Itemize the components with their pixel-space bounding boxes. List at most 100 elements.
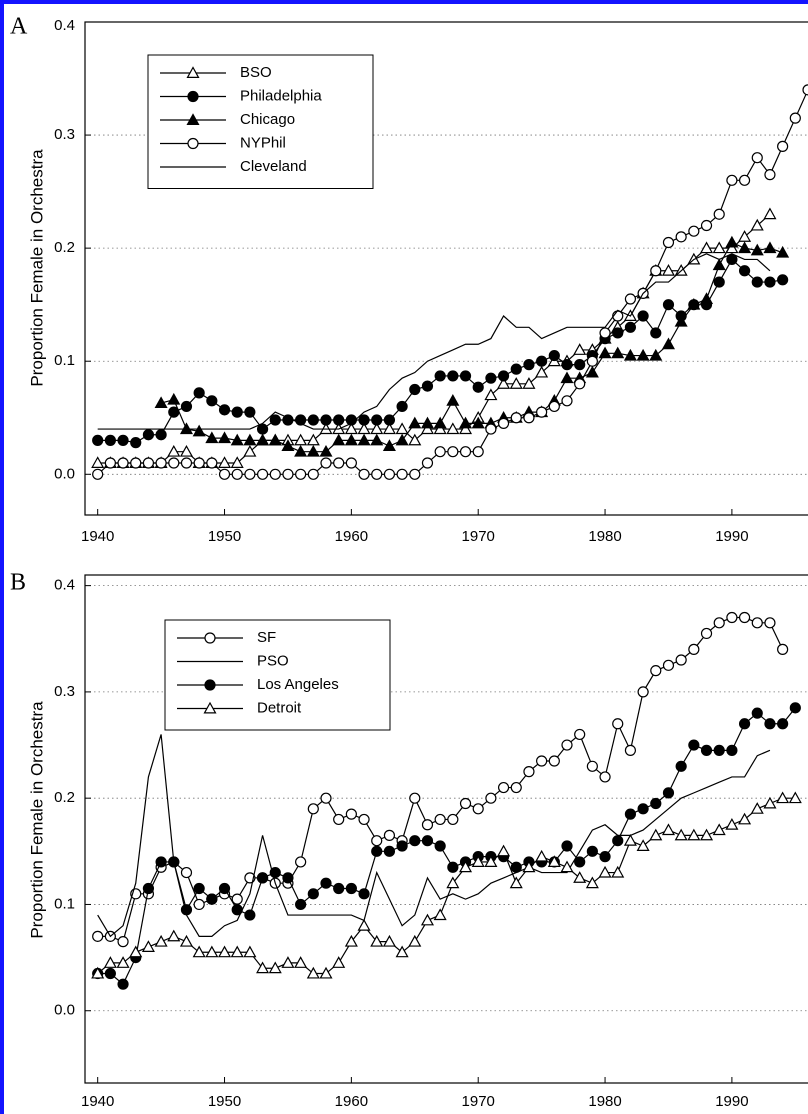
x-tick-label: 1990: [715, 528, 748, 545]
marker: [776, 245, 790, 258]
marker: [650, 327, 662, 339]
marker: [573, 871, 587, 883]
marker: [421, 380, 434, 392]
marker: [117, 978, 129, 990]
marker: [751, 617, 763, 629]
marker: [459, 797, 472, 810]
marker: [117, 434, 129, 446]
marker: [434, 370, 446, 382]
marker: [103, 956, 117, 968]
marker: [674, 828, 688, 841]
marker: [560, 860, 574, 873]
x-tick-label: 1940: [81, 1093, 114, 1110]
y-tick-label: 0.1: [54, 352, 75, 369]
marker: [433, 908, 447, 921]
marker: [522, 377, 536, 389]
marker: [738, 174, 751, 186]
legend-label: Detroit: [257, 699, 302, 716]
marker: [777, 274, 789, 286]
marker: [738, 812, 752, 825]
marker: [447, 813, 459, 826]
marker: [256, 872, 269, 884]
y-tick-label: 0.0: [54, 465, 75, 482]
marker: [623, 348, 637, 361]
marker: [585, 876, 599, 889]
marker: [522, 860, 536, 873]
marker: [307, 468, 319, 480]
series-line: [97, 734, 771, 938]
marker: [598, 865, 612, 878]
marker: [357, 918, 371, 931]
marker: [204, 679, 216, 691]
marker: [187, 137, 199, 150]
marker: [459, 446, 472, 458]
marker: [561, 840, 573, 852]
marker: [268, 961, 282, 974]
marker: [434, 813, 446, 826]
marker: [295, 856, 307, 868]
marker: [585, 365, 599, 378]
marker: [472, 446, 484, 458]
marker: [738, 718, 751, 730]
marker: [294, 956, 308, 968]
marker: [91, 456, 105, 468]
marker: [750, 802, 764, 814]
marker: [700, 292, 714, 305]
marker: [180, 866, 193, 879]
marker: [333, 457, 345, 469]
marker: [193, 898, 205, 911]
marker: [186, 66, 200, 79]
legend-label: Chicago: [240, 111, 295, 128]
marker: [459, 422, 473, 435]
marker: [446, 394, 460, 406]
marker: [574, 856, 586, 868]
marker: [661, 823, 675, 836]
marker: [764, 169, 776, 181]
marker: [471, 855, 485, 867]
marker: [141, 940, 155, 952]
marker: [599, 851, 611, 863]
marker: [358, 813, 370, 826]
marker: [472, 803, 484, 815]
x-tick-label: 1970: [462, 1093, 495, 1110]
marker: [333, 414, 345, 426]
marker: [497, 377, 511, 389]
marker: [459, 860, 473, 873]
marker: [409, 792, 421, 804]
marker: [560, 371, 574, 384]
marker: [777, 140, 789, 152]
y-tick-label: 0.2: [54, 239, 75, 256]
marker: [281, 439, 295, 452]
marker: [751, 152, 763, 164]
marker: [637, 686, 649, 698]
marker: [193, 387, 205, 399]
marker: [180, 457, 193, 469]
marker: [167, 392, 181, 405]
marker: [573, 343, 587, 355]
marker: [180, 400, 193, 413]
marker: [738, 611, 751, 624]
marker: [712, 823, 726, 836]
marker: [688, 739, 700, 751]
marker: [485, 423, 497, 435]
marker: [395, 433, 409, 446]
x-tick-label: 1980: [588, 528, 621, 545]
marker: [269, 414, 281, 426]
marker: [206, 457, 218, 469]
marker: [306, 433, 320, 446]
marker: [294, 433, 308, 446]
panel-label: A: [10, 14, 28, 40]
marker: [129, 945, 143, 958]
marker: [497, 417, 510, 430]
marker: [484, 855, 498, 867]
marker: [230, 945, 244, 958]
marker: [231, 893, 243, 905]
marker: [700, 627, 713, 640]
marker: [409, 835, 421, 847]
marker: [218, 945, 232, 958]
marker: [204, 632, 216, 644]
marker: [168, 457, 180, 469]
marker: [357, 433, 371, 446]
marker: [763, 207, 777, 220]
series-line: [97, 258, 783, 444]
